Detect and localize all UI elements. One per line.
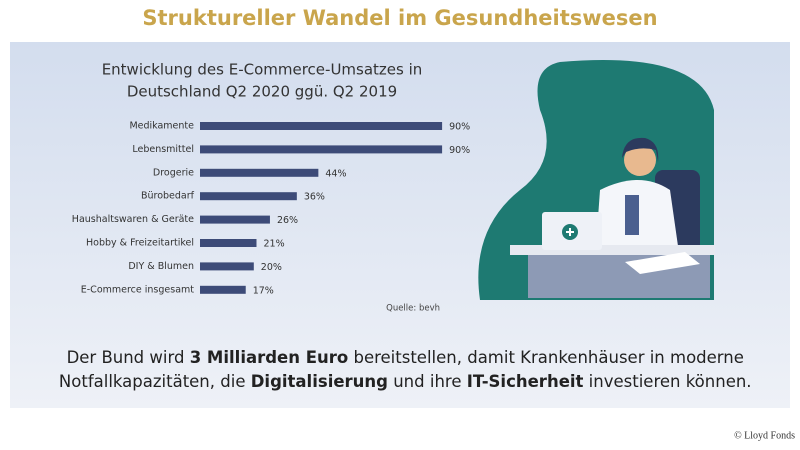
bar <box>200 122 443 130</box>
bar <box>200 168 319 177</box>
category-label: DIY & Blumen <box>128 261 194 272</box>
body-text: investieren können. <box>583 372 751 391</box>
body-text: Notfallkapazitäten, die <box>59 372 251 391</box>
source: Quelle: bevh <box>386 304 440 314</box>
value-label: 90% <box>449 145 470 156</box>
bar <box>200 192 297 201</box>
bar <box>200 239 257 247</box>
value-label: 36% <box>304 192 325 203</box>
value-label: 17% <box>253 285 274 296</box>
body-text: bereitstellen, damit Krankenhäuser in mo… <box>348 348 744 367</box>
chart-title: Entwicklung des E-Commerce-Umsatzes in <box>102 61 423 79</box>
chart-title: Deutschland Q2 2020 ggü. Q2 2019 <box>127 83 397 101</box>
body-text: IT-Sicherheit <box>467 372 584 391</box>
bar <box>200 145 443 154</box>
value-label: 20% <box>261 262 282 273</box>
body-text: und ihre <box>388 372 467 391</box>
category-label: Hobby & Freizeitartikel <box>86 238 194 249</box>
value-label: 26% <box>277 215 298 226</box>
copyright: © Lloyd Fonds <box>734 430 795 441</box>
bar <box>200 285 246 294</box>
body-text: 3 Milliarden Euro <box>190 348 349 367</box>
body-line: Der Bund wird 3 Milliarden Euro bereitst… <box>40 348 759 367</box>
category-label: Lebensmittel <box>132 144 194 155</box>
bar <box>200 262 254 271</box>
value-label: 90% <box>449 122 470 133</box>
category-label: Medikamente <box>129 121 194 132</box>
body-line: Notfallkapazitäten, die Digitalisierung … <box>33 372 768 391</box>
body-text: Digitalisierung <box>251 372 388 391</box>
value-label: 44% <box>325 168 346 179</box>
category-label: Bürobedarf <box>141 191 195 202</box>
body-text: Der Bund wird <box>67 348 190 367</box>
value-label: 21% <box>263 239 284 250</box>
illustration <box>478 60 715 300</box>
bar <box>200 215 270 224</box>
category-label: Haushaltswaren & Geräte <box>72 214 194 225</box>
category-label: E-Commerce insgesamt <box>81 284 195 295</box>
header-title: Struktureller Wandel im Gesundheitswesen <box>142 6 657 30</box>
category-label: Drogerie <box>153 167 194 178</box>
